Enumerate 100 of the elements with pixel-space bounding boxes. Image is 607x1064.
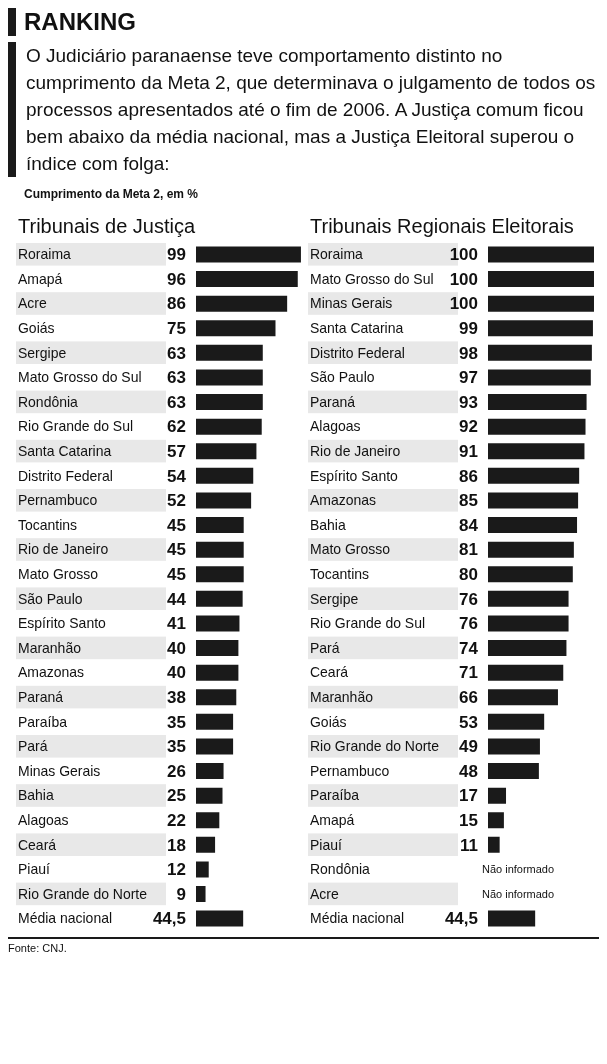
y-tick-label: Média nacional <box>18 910 113 927</box>
y-tick-label: Pará <box>18 738 48 755</box>
data-label: 100 <box>449 294 478 314</box>
bar <box>196 787 223 804</box>
y-tick-label: Ceará <box>310 664 349 681</box>
bar <box>196 492 252 509</box>
y-tick-label: Paraná <box>18 689 64 706</box>
data-label: 48 <box>459 761 478 781</box>
y-tick-label: Rio Grande do Sul <box>18 418 134 435</box>
data-label: 86 <box>459 466 478 486</box>
bar <box>196 910 244 927</box>
y-tick-label: Goiás <box>310 713 347 730</box>
data-label: 63 <box>167 392 186 412</box>
y-tick-label: São Paulo <box>18 590 83 607</box>
y-tick-label: Rio de Janeiro <box>310 443 401 460</box>
bar <box>196 517 244 534</box>
data-label: 49 <box>459 737 478 757</box>
y-tick-label: Tocantins <box>310 566 370 583</box>
y-tick-label: Alagoas <box>310 418 361 435</box>
data-label: 44 <box>167 589 187 609</box>
bar <box>196 836 216 853</box>
data-label: 96 <box>167 269 186 289</box>
y-tick-label: Alagoas <box>18 812 69 829</box>
bar <box>488 271 594 288</box>
y-tick-label: Acre <box>310 885 339 902</box>
data-label: 45 <box>167 515 186 535</box>
data-label: 86 <box>167 294 186 314</box>
data-label: 66 <box>459 688 478 708</box>
data-label: 18 <box>167 835 186 855</box>
bar <box>488 295 594 312</box>
y-tick-label: Roraima <box>310 246 364 263</box>
text: Não informado <box>482 863 555 876</box>
bar <box>488 246 594 263</box>
data-label: 76 <box>459 589 478 609</box>
bar <box>196 713 234 730</box>
y-tick-label: Bahia <box>310 516 346 533</box>
y-tick-label: Goiás <box>18 320 55 337</box>
bar <box>196 541 244 558</box>
data-label: 81 <box>459 540 478 560</box>
bar <box>196 320 276 337</box>
data-label: 75 <box>167 319 186 339</box>
data-label: 97 <box>459 368 478 388</box>
bar <box>196 295 288 312</box>
bar <box>488 787 507 804</box>
y-tick-label: Paraná <box>310 393 356 410</box>
data-label: 100 <box>449 269 478 289</box>
text: Cumprimento da Meta 2, em % <box>24 187 200 201</box>
y-tick-label: Amapá <box>18 270 63 287</box>
data-label: 22 <box>167 811 186 831</box>
data-label: 11 <box>460 835 478 855</box>
y-tick-label: Sergipe <box>18 344 67 361</box>
y-tick-label: Santa Catarina <box>310 320 404 337</box>
y-tick-label: Distrito Federal <box>310 344 405 361</box>
y-tick-label: Rio Grande do Norte <box>310 738 440 755</box>
data-label: 63 <box>167 368 186 388</box>
y-tick-label: Minas Gerais <box>18 762 101 779</box>
data-label: 71 <box>459 663 478 683</box>
y-tick-label: Mato Grosso do Sul <box>18 369 142 386</box>
data-label: 52 <box>167 491 186 511</box>
data-label: 99 <box>459 319 478 339</box>
bar <box>488 738 540 755</box>
bar <box>488 640 567 657</box>
data-label: 100 <box>449 245 478 265</box>
data-label: 63 <box>167 343 186 363</box>
bar <box>196 246 301 263</box>
y-tick-label: Piauí <box>310 836 342 853</box>
bar <box>488 517 578 534</box>
data-label: 53 <box>459 712 478 732</box>
bar <box>196 664 239 681</box>
bar <box>196 443 257 460</box>
y-tick-label: Maranhão <box>310 689 374 706</box>
y-tick-label: Ceará <box>18 836 57 853</box>
bar <box>196 812 220 829</box>
data-label: 74 <box>459 638 479 658</box>
data-label: 40 <box>167 663 186 683</box>
y-tick-label: Paraíba <box>18 713 68 730</box>
bar <box>488 369 591 386</box>
bar <box>488 763 539 780</box>
data-label: 17 <box>459 786 478 806</box>
y-tick-label: Piauí <box>18 861 50 878</box>
y-tick-label: Roraima <box>18 246 72 263</box>
y-tick-label: Maranhão <box>18 639 82 656</box>
y-tick-label: Rio Grande do Sul <box>310 615 426 632</box>
bar <box>488 566 573 583</box>
y-tick-label: São Paulo <box>310 369 375 386</box>
data-label: 12 <box>167 860 186 880</box>
data-label: 62 <box>167 417 186 437</box>
data-label: 84 <box>459 515 479 535</box>
data-label: 99 <box>167 245 186 265</box>
data-label: 57 <box>167 442 186 462</box>
y-tick-label: Pernambuco <box>310 762 390 779</box>
bar <box>488 713 545 730</box>
y-tick-label: Espírito Santo <box>310 467 399 484</box>
bar <box>488 812 504 829</box>
data-label: 44,5 <box>444 909 478 929</box>
bar <box>196 640 239 657</box>
y-tick-label: Paraíba <box>310 787 360 804</box>
y-tick-label: Amapá <box>310 812 355 829</box>
bar <box>196 590 243 607</box>
bar <box>196 861 209 878</box>
